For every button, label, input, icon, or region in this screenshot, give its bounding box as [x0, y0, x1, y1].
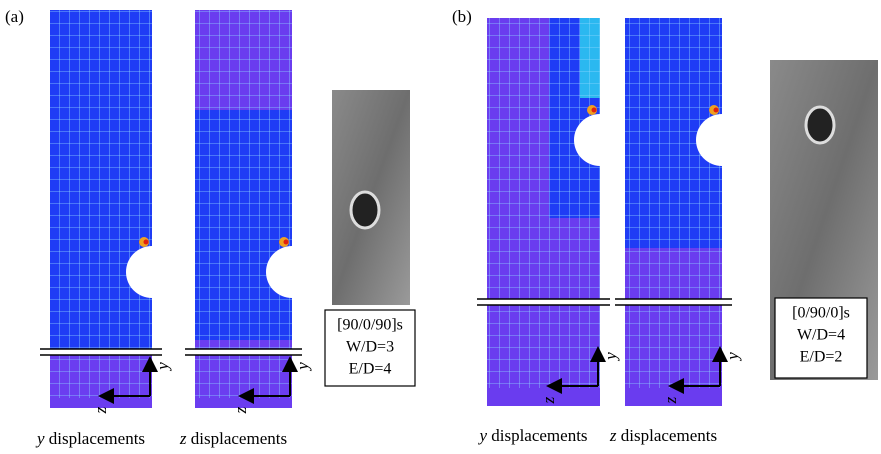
specimen-width-ratio: W/D=4: [797, 327, 845, 344]
fe-plot: yz: [615, 18, 748, 406]
caption: z displacements: [179, 429, 287, 448]
mesh: [487, 18, 600, 388]
axis-label: z: [539, 396, 558, 404]
specimen-edge-ratio: E/D=4: [349, 361, 392, 378]
caption: y displacements: [477, 426, 587, 445]
axis-label: z: [91, 406, 110, 414]
caption-text: displacements: [191, 429, 287, 448]
caption-text: displacements: [49, 429, 145, 448]
axis-label: z: [661, 396, 680, 404]
panel-label: (b): [452, 7, 472, 26]
axis-label: z: [231, 406, 250, 414]
hot-spot: [283, 239, 289, 245]
hot-spot: [713, 107, 719, 113]
specimen-edge-ratio: E/D=2: [800, 349, 843, 366]
axis-label: y: [723, 352, 742, 362]
break-gap: [40, 349, 162, 355]
hole: [266, 246, 318, 298]
break-gap: [185, 349, 302, 355]
label-box: [90/0/90]s W/D=3 E/D=4: [324, 309, 416, 387]
caption-text: displacements: [621, 426, 717, 445]
hole: [696, 114, 748, 166]
hot-spot: [143, 239, 149, 245]
box-frame: [774, 297, 868, 379]
break-gap: [615, 299, 732, 305]
mesh: [625, 18, 722, 388]
caption-variable: y: [477, 426, 487, 445]
caption-text: displacements: [491, 426, 587, 445]
axis-label: y: [601, 352, 620, 362]
fe-plot: yz: [477, 18, 626, 406]
axis-label: y: [293, 362, 312, 372]
fe-plot: yz: [40, 10, 178, 414]
specimen-width-ratio: W/D=3: [346, 339, 394, 356]
caption-variable: y: [35, 429, 45, 448]
specimen-hole: [349, 190, 381, 230]
specimen-hole: [804, 105, 836, 145]
hole: [574, 114, 626, 166]
hole: [126, 246, 178, 298]
box-frame: [324, 309, 416, 387]
specimen-layup: [90/0/90]s: [337, 317, 403, 334]
panel-label: (a): [5, 7, 24, 26]
caption: y displacements: [35, 429, 145, 448]
caption-variable: z: [179, 429, 187, 448]
hot-spot: [591, 107, 597, 113]
label-box: [0/90/0]s W/D=4 E/D=2: [774, 297, 868, 379]
mesh: [195, 10, 292, 398]
fe-plot: yz: [185, 10, 318, 414]
mesh: [50, 10, 152, 398]
caption: z displacements: [609, 426, 717, 445]
specimen-layup: [0/90/0]s: [792, 305, 850, 322]
caption-variable: z: [609, 426, 617, 445]
axis-label: y: [153, 362, 172, 372]
break-gap: [477, 299, 610, 305]
